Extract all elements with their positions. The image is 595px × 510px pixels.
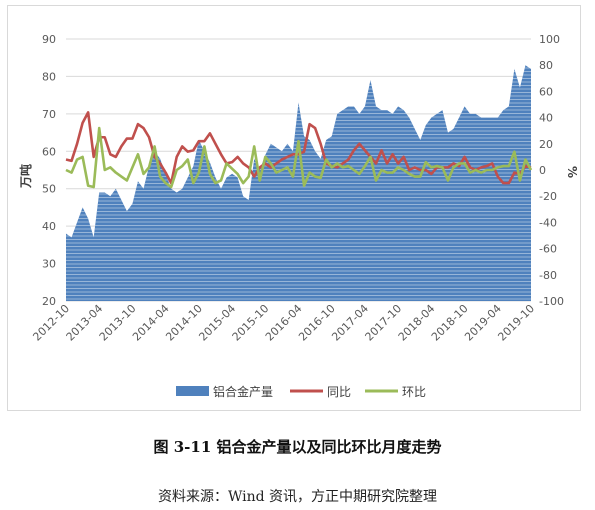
figure-caption: 图 3-11 铝合金产量以及同比环比月度走势 — [153, 438, 442, 456]
y-tick-label-60: 60 — [42, 145, 56, 158]
y2-tick-label-80: 80 — [539, 59, 553, 72]
y2-tick-label--80: -80 — [539, 269, 557, 282]
y-tick-label-50: 50 — [42, 183, 56, 196]
production-area-series — [65, 65, 532, 301]
y2-tick-label-100: 100 — [539, 33, 560, 46]
y-axis-left: 20 30 40 50 60 70 80 90 — [42, 33, 56, 308]
mom-line-series — [65, 126, 533, 189]
legend-swatch-production — [176, 386, 209, 396]
legend: 铝合金产量 同比 环比 — [176, 384, 426, 399]
y-axis-left-title: 万吨 — [18, 164, 33, 189]
y-tick-label-70: 70 — [42, 108, 56, 121]
y2-tick-label-60: 60 — [539, 85, 553, 98]
y2-tick-label-0: 0 — [539, 164, 546, 177]
x-tick-label-2019-10: 2019-10 — [495, 302, 537, 344]
y-axis-right-title: % — [565, 166, 579, 178]
y2-tick-label--60: -60 — [539, 243, 557, 256]
y-tick-label-30: 30 — [42, 258, 56, 271]
legend-label-yoy: 同比 — [327, 385, 351, 399]
y2-tick-label-40: 40 — [539, 112, 553, 125]
x-axis: 2012-102013-042013-102014-042014-102015-… — [30, 302, 537, 344]
y-tick-label-20: 20 — [42, 295, 56, 308]
y2-tick-label--100: -100 — [539, 295, 564, 308]
chart-frame: 20 30 40 50 60 70 80 90 -100 -80 -60 -40 -20 0 20 40 60… — [7, 5, 581, 411]
y-axis-right: -100 -80 -60 -40 -20 0 20 40 60 80 100 — [539, 33, 564, 308]
legend-label-production: 铝合金产量 — [213, 384, 273, 399]
y2-tick-label--40: -40 — [539, 216, 557, 229]
legend-label-mom: 环比 — [402, 385, 426, 399]
y-tick-label-80: 80 — [42, 70, 56, 83]
chart-svg: 20 30 40 50 60 70 80 90 -100 -80 -60 -40 -20 0 20 40 60… — [18, 33, 579, 399]
y2-tick-label-20: 20 — [539, 138, 553, 151]
y-tick-label-90: 90 — [42, 33, 56, 46]
y-tick-label-40: 40 — [42, 220, 56, 233]
area-hatch — [66, 67, 531, 300]
source-note: 资料来源：Wind 资讯，方正中期研究院整理 — [157, 489, 438, 505]
y2-tick-label--20: -20 — [539, 190, 557, 203]
